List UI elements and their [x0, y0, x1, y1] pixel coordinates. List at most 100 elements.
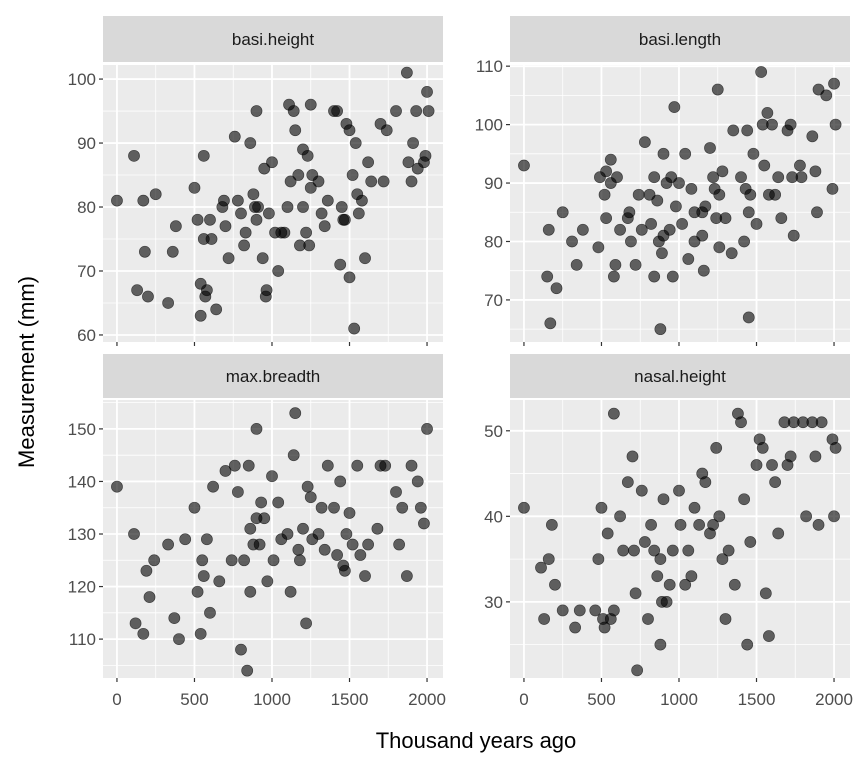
data-point — [137, 627, 150, 640]
data-point — [549, 578, 561, 591]
data-point — [725, 247, 738, 260]
data-point — [654, 323, 667, 336]
y-tick-label: 30 — [484, 593, 503, 612]
data-point — [556, 604, 569, 617]
data-point — [421, 85, 433, 98]
data-point — [742, 206, 755, 219]
data-point — [218, 194, 230, 207]
data-point — [315, 207, 328, 220]
data-point — [356, 194, 368, 207]
facet-strip — [510, 354, 850, 398]
facet-strip — [103, 16, 443, 62]
data-point — [228, 130, 241, 143]
data-point — [239, 226, 252, 239]
data-point — [272, 496, 285, 509]
data-point — [716, 553, 729, 566]
data-point — [255, 496, 268, 509]
data-point — [809, 450, 822, 463]
data-point — [595, 501, 608, 514]
data-point — [297, 201, 309, 213]
data-point — [289, 124, 302, 137]
data-point — [335, 201, 348, 213]
data-point — [759, 587, 772, 600]
data-point — [566, 235, 578, 248]
data-point — [719, 212, 732, 225]
data-point — [601, 527, 614, 540]
data-point — [140, 564, 153, 577]
x-tick-label: 500 — [180, 690, 208, 709]
data-point — [238, 554, 250, 567]
data-point — [716, 165, 729, 178]
y-tick-label: 70 — [484, 291, 503, 310]
data-point — [166, 245, 179, 258]
data-point — [704, 142, 716, 154]
data-point — [400, 570, 413, 582]
data-point — [744, 536, 757, 548]
data-point — [390, 486, 402, 498]
data-point — [755, 66, 768, 78]
data-point — [261, 575, 274, 588]
data-point — [645, 518, 657, 531]
data-point — [343, 124, 356, 137]
data-point — [629, 258, 642, 271]
data-point — [235, 643, 247, 656]
data-point — [321, 459, 334, 472]
data-point — [284, 175, 297, 188]
data-point — [210, 303, 223, 316]
x-tick-label: 1000 — [660, 690, 698, 709]
data-point — [638, 136, 651, 149]
data-point — [284, 585, 297, 598]
data-point — [346, 538, 359, 551]
x-tick-label: 500 — [587, 690, 615, 709]
data-point — [679, 147, 692, 160]
data-point — [235, 207, 247, 220]
data-point — [663, 578, 676, 591]
data-point — [281, 201, 294, 213]
data-point — [648, 270, 661, 283]
x-tick-label: 0 — [519, 690, 528, 709]
data-point — [111, 194, 123, 207]
data-point — [628, 544, 640, 557]
y-tick-label: 140 — [68, 472, 96, 491]
data-point — [648, 544, 661, 557]
data-point — [267, 554, 280, 567]
panel-basi-length: basi.length 70 80 90 100 110 — [475, 16, 850, 346]
data-point — [685, 570, 698, 583]
data-point — [250, 105, 263, 117]
y-axis-title: Measurement (mm) — [14, 276, 39, 468]
data-point — [304, 98, 317, 111]
data-point — [794, 159, 806, 172]
data-point — [377, 175, 390, 188]
x-tick-label: 1000 — [253, 690, 291, 709]
data-point — [611, 171, 623, 184]
data-point — [266, 470, 278, 483]
data-point — [402, 156, 415, 169]
data-point — [727, 124, 740, 137]
data-point — [148, 554, 161, 567]
data-point — [609, 258, 622, 271]
data-point — [418, 156, 430, 169]
data-point — [656, 247, 668, 260]
data-point — [576, 223, 589, 236]
data-point — [738, 235, 751, 248]
data-point — [410, 105, 423, 117]
data-point — [128, 528, 140, 540]
data-point — [312, 528, 325, 540]
data-point — [787, 229, 800, 242]
data-point — [542, 553, 555, 566]
data-point — [518, 159, 530, 172]
data-point — [287, 105, 300, 117]
data-point — [380, 124, 393, 137]
panel-background — [103, 400, 443, 678]
y-tick-label: 110 — [476, 57, 503, 76]
data-point — [772, 527, 785, 540]
data-point — [188, 181, 201, 194]
data-point — [231, 486, 244, 498]
data-point — [297, 522, 309, 535]
data-point — [247, 188, 260, 201]
facet-strip-label: basi.height — [232, 30, 315, 49]
data-point — [668, 101, 681, 113]
data-point — [346, 169, 359, 181]
data-point — [538, 613, 551, 625]
